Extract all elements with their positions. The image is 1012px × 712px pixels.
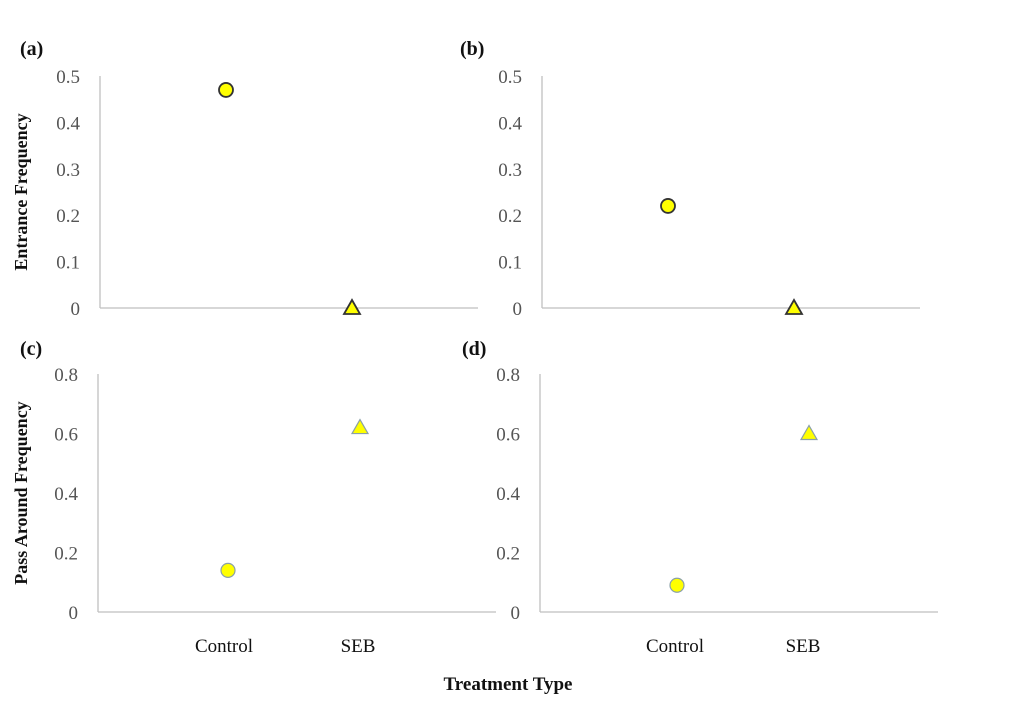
panel-label: (c) — [20, 338, 42, 360]
y-tick-label: 0.8 — [54, 365, 78, 386]
category-label-seb-right: SEB — [786, 636, 821, 657]
data-point-seb — [799, 424, 819, 441]
data-point-control — [660, 198, 676, 214]
panel-a: (a) 0 0.1 0.2 0.3 0.4 0.5 — [20, 38, 478, 320]
y-tick-label: 0.1 — [56, 253, 80, 274]
data-point-control — [220, 562, 236, 578]
y-tick-label: 0.5 — [498, 67, 522, 88]
category-label-control-right: Control — [646, 636, 704, 657]
y-tick-label: 0.4 — [496, 484, 520, 505]
y-tick-label: 0.2 — [56, 206, 80, 227]
y-tick-label: 0.3 — [56, 160, 80, 181]
panel-c: (c) 0 0.2 0.4 0.6 0.8 — [20, 338, 496, 624]
y-tick-label: 0.5 — [56, 67, 80, 88]
y-tick-label: 0 — [71, 299, 81, 320]
panel-label: (a) — [20, 38, 43, 60]
xlabel: Treatment Type — [444, 674, 573, 695]
y-tick-label: 0.6 — [496, 425, 520, 446]
panel-label: (b) — [460, 38, 484, 60]
category-label-control-left: Control — [195, 636, 253, 657]
panel-b: (b) 0 0.1 0.2 0.3 0.4 0.5 — [460, 38, 920, 320]
y-tick-label: 0 — [513, 299, 523, 320]
category-label-seb-left: SEB — [341, 636, 376, 657]
y-tick-label: 0.4 — [56, 113, 80, 134]
panel-d: (d) 0 0.2 0.4 0.6 0.8 — [462, 338, 938, 624]
data-point-control — [218, 82, 234, 98]
panels: (a) 0 0.1 0.2 0.3 0.4 0.5 (b) 0 0.1 0.2 0.3 0.4 0.5 (c… — [20, 38, 938, 624]
data-point-seb — [350, 418, 370, 435]
ylabel-entrance: Entrance Frequency — [11, 113, 31, 270]
y-tick-label: 0.2 — [498, 206, 522, 227]
y-tick-label: 0.8 — [496, 365, 520, 386]
ylabel-pass-around: Pass Around Frequency — [11, 401, 31, 584]
y-tick-label: 0.4 — [498, 113, 522, 134]
y-tick-label: 0.4 — [54, 484, 78, 505]
y-tick-label: 0.6 — [54, 425, 78, 446]
y-tick-label: 0.2 — [54, 544, 78, 565]
y-tick-label: 0.1 — [498, 253, 522, 274]
y-tick-label: 0.3 — [498, 160, 522, 181]
data-point-seb — [784, 298, 804, 315]
data-point-seb — [342, 298, 362, 315]
panel-label: (d) — [462, 338, 486, 360]
y-tick-label: 0 — [511, 603, 521, 624]
y-tick-label: 0 — [69, 603, 79, 624]
data-point-control — [669, 577, 685, 593]
y-tick-label: 0.2 — [496, 544, 520, 565]
